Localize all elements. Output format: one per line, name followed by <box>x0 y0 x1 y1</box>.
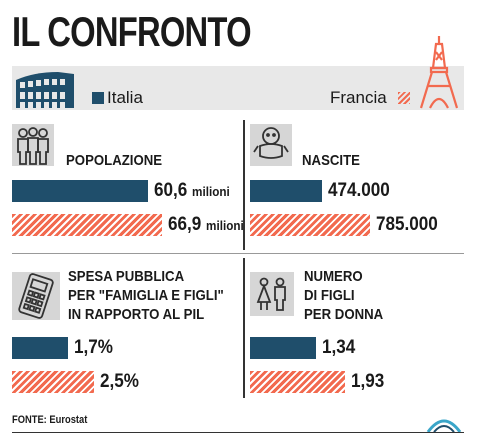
panel-title-figli-line2: DI FIGLI <box>304 287 355 304</box>
eiffel-tower-icon <box>419 36 459 109</box>
baby-icon <box>250 124 292 166</box>
panel-title-spesa-line3: IN RAPPORTO AL PIL <box>68 306 205 323</box>
vertical-divider-top <box>243 120 245 250</box>
france-legend-swatch <box>398 92 410 104</box>
value-figli-italia: 1,34 <box>322 337 356 358</box>
colosseum-icon <box>16 72 74 108</box>
panel-title-spesa-line2: PER "FAMIGLIA E FIGLI" <box>68 287 224 304</box>
bar-figli-francia <box>250 371 345 393</box>
panel-title-figli-line3: PER DONNA <box>304 306 384 323</box>
bar-figli-italia <box>250 337 316 359</box>
italy-legend-label: Italia <box>107 88 143 107</box>
panel-title-figli-line1: NUMERO <box>304 268 363 285</box>
vertical-divider-bottom <box>243 258 245 398</box>
bar-spesa-francia <box>12 371 94 393</box>
horizontal-divider <box>12 253 464 254</box>
value-popolazione-italia: 60,6 milioni <box>154 180 230 201</box>
panel-title-nascite: NASCITE <box>302 152 360 169</box>
page-title: IL CONFRONTO <box>12 8 252 55</box>
calculator-icon <box>12 272 60 320</box>
bar-nascite-francia <box>250 214 370 236</box>
publisher-logo-icon <box>426 419 462 433</box>
bar-popolazione-italia <box>12 180 148 202</box>
france-legend-label: Francia <box>330 88 387 107</box>
bar-spesa-italia <box>12 337 68 359</box>
family-icon <box>250 272 294 316</box>
value-popolazione-francia: 66,9 milioni <box>168 214 244 235</box>
people-icon <box>12 124 54 166</box>
value-figli-francia: 1,93 <box>351 371 385 392</box>
source-note: FONTE: Eurostat <box>12 414 88 426</box>
value-spesa-francia: 2,5% <box>100 371 139 392</box>
italy-legend-swatch <box>92 92 104 104</box>
panel-title-popolazione: POPOLAZIONE <box>66 152 163 169</box>
panel-title-spesa-line1: SPESA PUBBLICA <box>68 268 185 285</box>
bar-popolazione-francia <box>12 214 162 236</box>
value-spesa-italia: 1,7% <box>74 337 113 358</box>
legend-band <box>12 66 464 110</box>
value-nascite-francia: 785.000 <box>376 214 438 235</box>
footer-rule <box>12 432 464 433</box>
value-nascite-italia: 474.000 <box>328 180 390 201</box>
bar-nascite-italia <box>250 180 322 202</box>
